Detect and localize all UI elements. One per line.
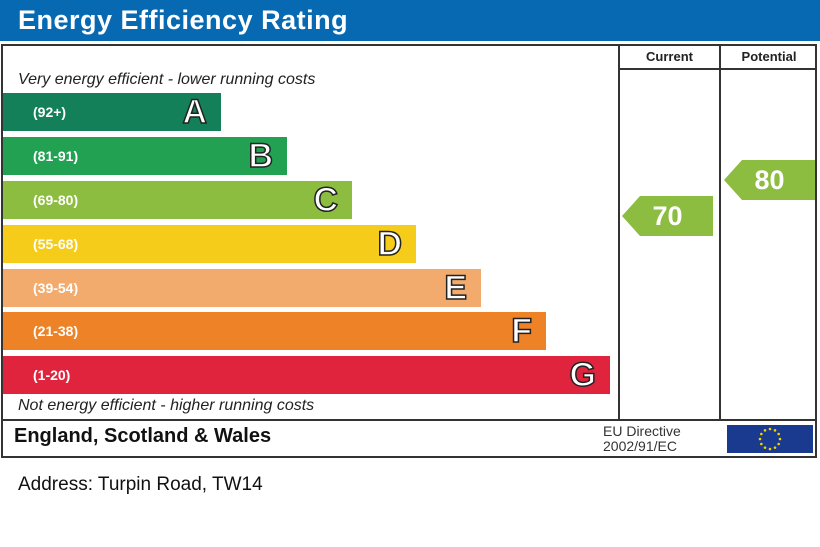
band-letter: C [313,180,339,220]
top-note: Very energy efficient - lower running co… [18,71,316,88]
band-d: (55-68) D [3,224,416,264]
band-f: (21-38) F [3,311,546,351]
band-letter: E [444,268,468,308]
bottom-note: Not energy efficient - higher running co… [18,397,315,414]
band-range: (92+) [33,104,67,120]
band-range: (21-38) [33,323,79,339]
band-e: (39-54) E [3,268,481,308]
eu-directive: EU Directive 2002/91/EC [603,424,681,454]
band-range: (81-91) [33,148,79,164]
band-b: (81-91) B [3,136,287,176]
band-letter: G [569,355,597,395]
column-divider [719,44,721,420]
current-rating-arrow: 70 [622,196,713,236]
band-c: (69-80) C [3,180,352,220]
header-divider [619,68,817,70]
chart-frame [1,44,817,458]
eu-flag-icon [727,425,813,453]
band-letter: A [182,92,208,132]
band-letter: B [248,136,274,176]
band-range: (55-68) [33,236,79,252]
band-range: (1-20) [33,367,71,383]
eu-directive-line1: EU Directive [603,423,681,439]
address: Address: Turpin Road, TW14 [18,474,263,495]
band-range: (39-54) [33,280,79,296]
band-range: (69-80) [33,192,79,208]
current-column-header: Current [646,49,693,64]
band-letter: D [377,224,403,264]
band-a: (92+) A [3,92,221,132]
chart-title: Energy Efficiency Rating [0,0,820,41]
potential-column-header: Potential [741,49,797,64]
column-divider [618,44,620,420]
footer-divider [1,419,817,421]
potential-rating-arrow: 80 [724,160,815,200]
eu-directive-line2: 2002/91/EC [603,438,677,454]
band-g: (1-20) G [3,355,610,395]
band-letter: F [510,311,532,351]
region-label: England, Scotland & Wales [14,425,272,447]
